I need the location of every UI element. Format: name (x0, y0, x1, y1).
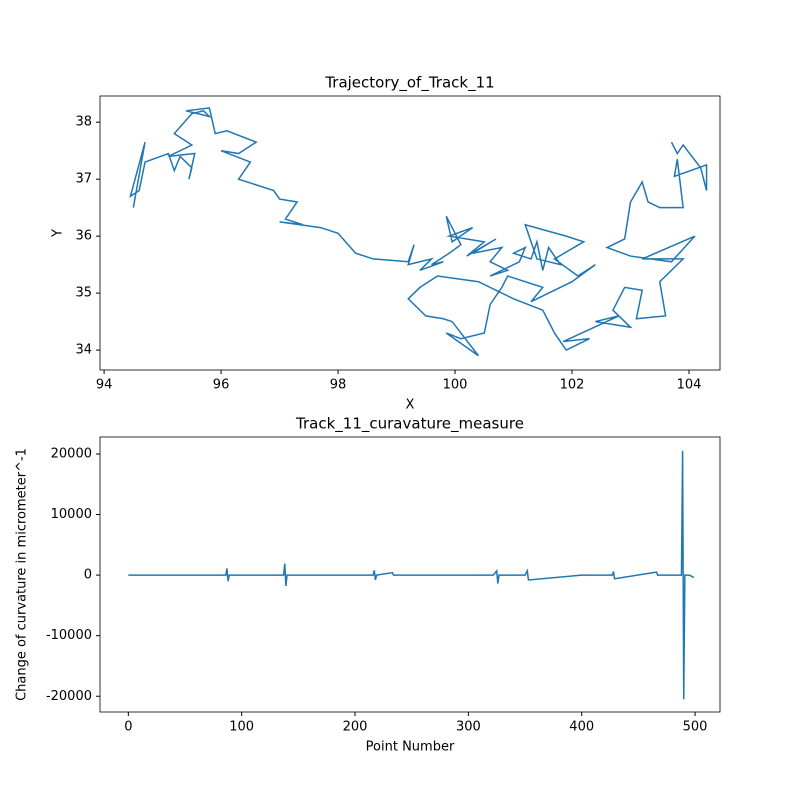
x-tick-label: 0 (124, 720, 132, 735)
plot-frame (99, 95, 721, 371)
y-axis-label: Y (51, 229, 66, 238)
x-tick-label: 104 (677, 378, 702, 393)
line (129, 107, 708, 357)
y-tick-label: 35 (75, 286, 92, 301)
x-tick-label: 100 (443, 378, 468, 393)
y-tick-label: 34 (75, 343, 92, 358)
x-tick-label: 500 (683, 720, 708, 735)
x-axis-label: Point Number (366, 740, 455, 755)
chart-title: Track_11_curavature_measure (295, 415, 524, 434)
chart-title: Trajectory_of_Track_11 (324, 74, 494, 93)
y-tick-label: 10000 (51, 507, 92, 522)
y-tick-label: 38 (75, 115, 92, 130)
x-tick-label: 96 (213, 378, 230, 393)
x-tick-label: 100 (229, 720, 254, 735)
x-tick-label: 94 (96, 378, 113, 393)
y-tick-label: 36 (75, 229, 92, 244)
y-axis-label: Change of curvature in micrometer^-1 (15, 448, 30, 701)
y-tick-label: 0 (84, 568, 92, 583)
line (128, 450, 695, 700)
x-tick-label: 102 (560, 378, 585, 393)
x-axis-label: X (406, 398, 415, 413)
x-tick-label: 98 (330, 378, 347, 393)
y-tick-label: -10000 (46, 628, 92, 643)
x-tick-label: 300 (456, 720, 481, 735)
plot-frame (99, 436, 721, 713)
y-tick-label: 37 (75, 172, 92, 187)
y-tick-label: 20000 (51, 446, 92, 461)
y-tick-label: -20000 (46, 689, 92, 704)
x-tick-label: 200 (343, 720, 368, 735)
x-tick-label: 400 (569, 720, 594, 735)
